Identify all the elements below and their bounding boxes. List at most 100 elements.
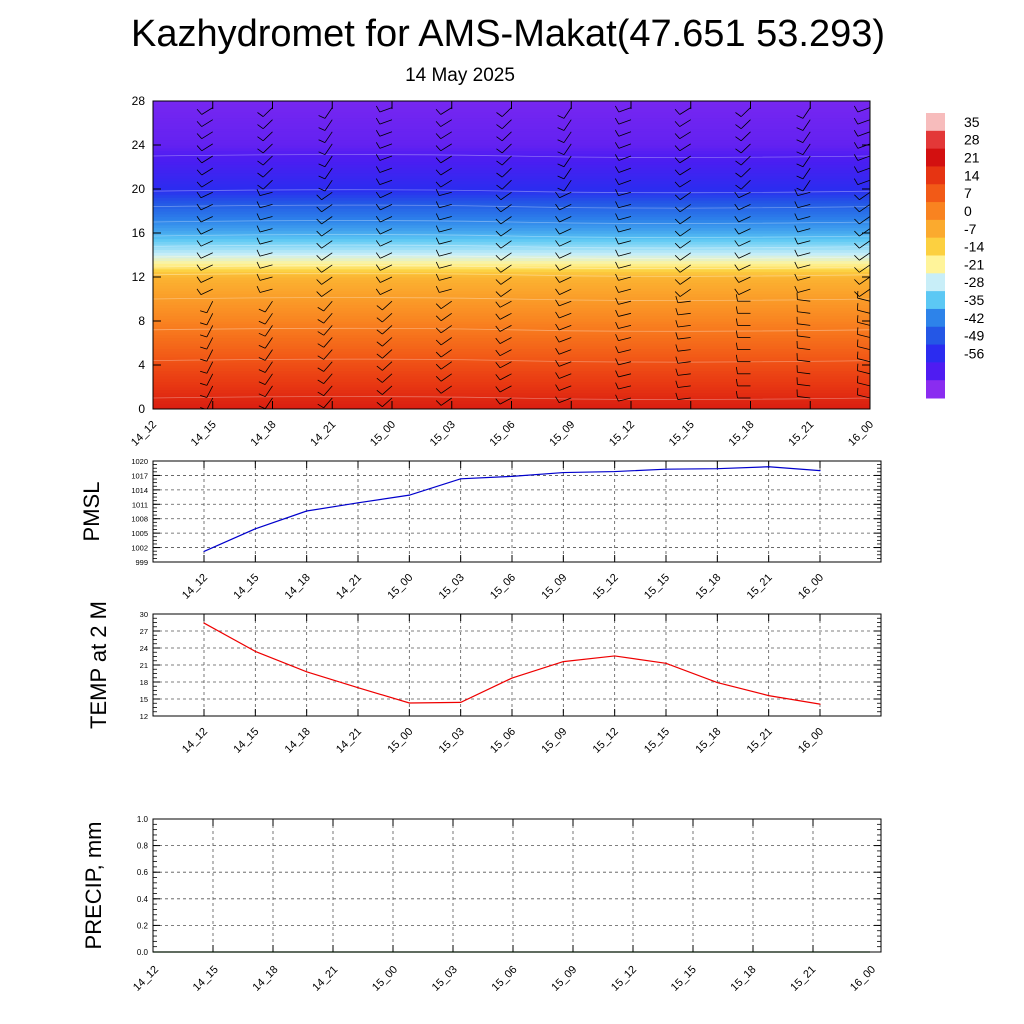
wind-barb-flag (734, 240, 740, 247)
wind-barb-shaft (201, 179, 213, 188)
wind-barb-flag (856, 351, 859, 359)
wind-barb-shaft (618, 204, 632, 209)
wind-barb-flag (796, 115, 804, 119)
wind-barb (555, 252, 572, 259)
temperature-band (153, 167, 870, 171)
wind-barb-shaft (382, 361, 393, 371)
wind-barb (674, 204, 691, 213)
wind-barb-shaft (380, 276, 393, 283)
wind-barb-flag (674, 109, 681, 115)
wind-barb-shaft (201, 107, 213, 115)
wind-barb (196, 119, 213, 127)
wind-barb (734, 216, 751, 223)
temperature-contour (153, 265, 870, 269)
temperature-band (153, 266, 870, 270)
wind-barb-shaft (618, 312, 632, 317)
temperature-band (153, 367, 870, 372)
wind-barb (200, 325, 214, 338)
temperature-band (153, 299, 870, 303)
wind-barb-shaft (740, 155, 751, 166)
wind-barb-flag (735, 342, 738, 350)
wind-barb-flag (674, 181, 681, 188)
wind-barb-shaft (618, 240, 632, 245)
wind-barb-flag (853, 105, 859, 113)
wind-barb-flag (854, 291, 860, 297)
wind-barb (435, 201, 452, 209)
wind-barb (555, 299, 572, 307)
data-point (665, 468, 667, 470)
wind-barb-flag (435, 157, 442, 164)
wind-barb (496, 167, 512, 178)
wind-barb-shaft (259, 216, 273, 221)
wind-barb (614, 117, 632, 125)
wind-barb (675, 356, 691, 364)
wind-barb-flag (256, 189, 261, 196)
temperature-band (153, 183, 870, 187)
wind-barb-shaft (440, 143, 452, 152)
y-tick-label: 0.2 (137, 921, 149, 930)
wind-barb-shaft (679, 264, 691, 273)
wind-barb (153, 168, 154, 169)
wind-barb (495, 397, 512, 405)
wind-barb (495, 252, 512, 261)
wind-barb-flag (257, 148, 264, 154)
wind-barb (496, 131, 512, 142)
wind-barb-shaft (153, 204, 154, 205)
wind-barb-shaft (500, 216, 512, 225)
wind-barbs (153, 105, 870, 409)
wind-barb (317, 373, 333, 384)
wind-barb-shaft (802, 107, 811, 119)
wind-barb-flag (495, 349, 501, 356)
colorbar-label: 14 (964, 167, 980, 183)
y-axis-title: PMSL (79, 482, 104, 542)
wind-barb-shaft (153, 301, 154, 303)
wind-barb (794, 273, 811, 281)
temperature-band (153, 285, 870, 289)
temperature-band (153, 398, 870, 402)
wind-barb-shaft (264, 325, 273, 337)
wind-barb (256, 225, 273, 233)
wind-barb-flag (735, 184, 742, 190)
wind-barb (555, 372, 572, 379)
wind-barb-flag (555, 299, 560, 307)
wind-barb-flag (317, 355, 324, 360)
wind-barb (615, 321, 632, 329)
wind-barb (495, 349, 512, 357)
x-tick-label: 15_15 (642, 572, 672, 602)
wind-barb-flag (496, 148, 503, 154)
wind-barb-flag (854, 206, 860, 213)
wind-barb-flag (794, 237, 799, 245)
wind-barb-shaft (677, 373, 691, 376)
wind-barb (735, 366, 751, 375)
wind-barb (675, 344, 691, 352)
wind-barb-flag (614, 178, 620, 185)
wind-barb (615, 285, 632, 293)
wind-barb-shaft (259, 240, 273, 245)
wind-barb-shaft (440, 179, 452, 188)
x-tick-label: 15_09 (547, 419, 577, 449)
wind-barb (316, 204, 333, 213)
wind-barb (256, 273, 273, 281)
wind-barb-shaft (259, 288, 273, 293)
wind-barb (257, 179, 273, 190)
wind-barb (317, 337, 333, 348)
wind-barb (735, 294, 751, 302)
wind-barb-shaft (323, 397, 333, 409)
temperature-band (153, 277, 870, 281)
wind-barb-shaft (153, 325, 154, 327)
temperature-band (153, 345, 870, 350)
wind-barb-shaft (797, 347, 811, 350)
data-point (768, 695, 770, 697)
wind-barb-flag (853, 166, 859, 173)
wind-barb-shaft (321, 288, 333, 297)
wind-barb-shaft (323, 361, 333, 372)
wind-barb-shaft (679, 288, 691, 297)
y-axis-title: TEMP at 2 M (86, 601, 111, 729)
wind-barb-flag (557, 175, 565, 180)
wind-barb-flag (258, 308, 266, 313)
wind-barb-shaft (618, 228, 632, 233)
y-tick-label: 18 (140, 678, 148, 687)
x-tick-label: 14_18 (283, 572, 313, 602)
wind-barb-flag (735, 378, 738, 386)
